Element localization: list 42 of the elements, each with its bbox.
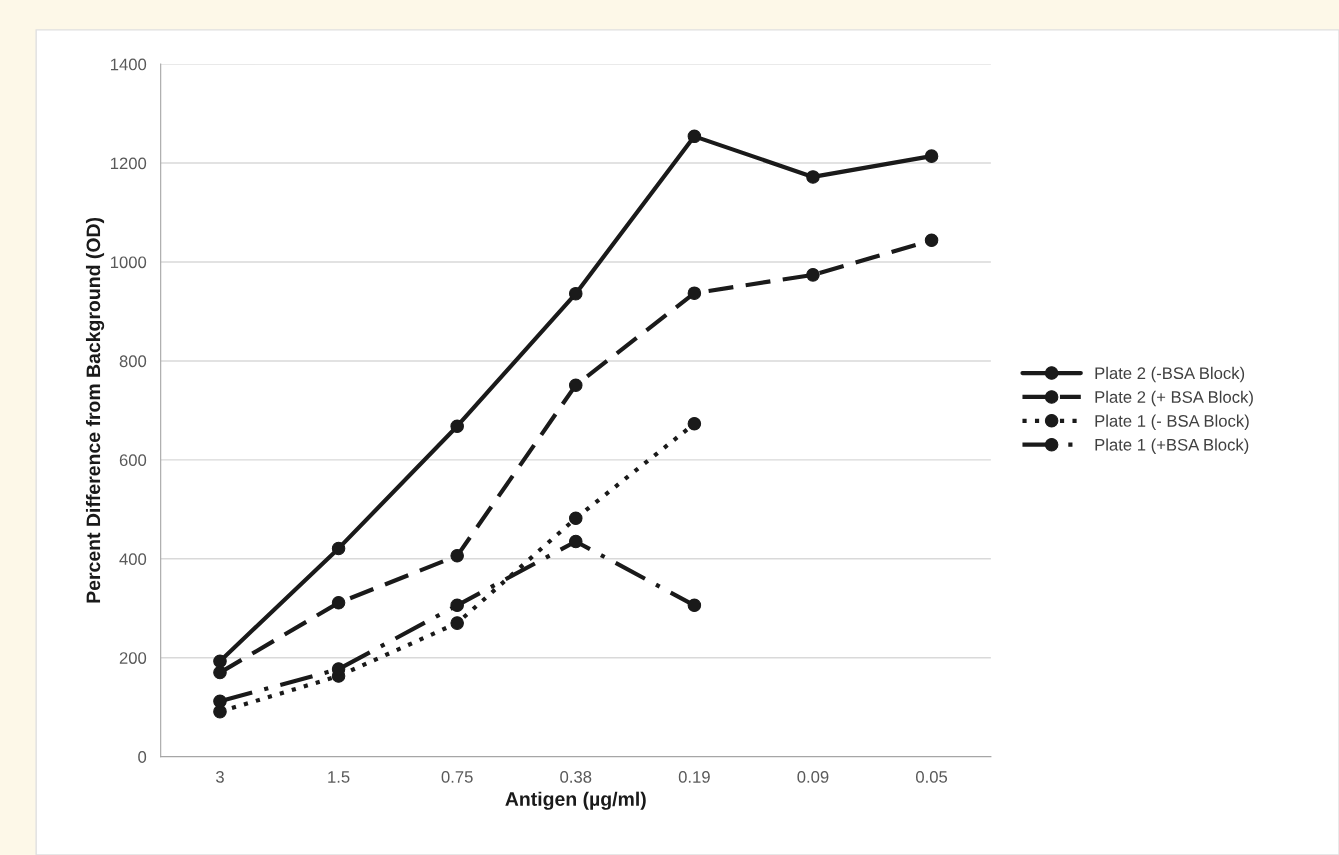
y-tick-label: 1400 (110, 58, 147, 71)
point (331, 541, 346, 556)
point (569, 378, 583, 392)
y-tick-label: 200 (119, 652, 147, 664)
point (213, 654, 227, 668)
x-tick-label: 0.38 (560, 771, 592, 783)
x-tick-label: 0.09 (797, 771, 829, 783)
legend-label: Plate 1 (- BSA Block) (1095, 414, 1249, 431)
y-tick-label: 600 (119, 454, 147, 467)
x-tick-label: 0.75 (441, 771, 473, 783)
point (924, 149, 939, 163)
point (687, 416, 702, 431)
x-axis-title: Antigen (µg/ml) (505, 791, 646, 810)
point (450, 419, 464, 433)
y-tick-label: 0 (138, 751, 147, 763)
point (806, 268, 820, 282)
point (924, 233, 939, 247)
point (213, 665, 227, 680)
legend-label: Plate 2 (+ BSA Block) (1095, 390, 1253, 407)
point (450, 616, 464, 630)
y-axis-title: Percent Difference from Background (OD) (85, 217, 105, 603)
point (331, 596, 346, 610)
y-tick-label: 1000 (110, 256, 147, 269)
x-tick-label: 0.19 (678, 771, 710, 783)
y-tick-label: 1200 (110, 157, 147, 170)
y-tick-label: 400 (119, 553, 147, 566)
x-tick-label: 0.05 (915, 771, 948, 783)
legend-label: Plate 1 (+BSA Block) (1095, 438, 1249, 454)
legend-label: Plate 2 (-BSA Block) (1095, 366, 1245, 383)
point (687, 129, 702, 144)
y-tick-label: 800 (119, 355, 147, 368)
x-tick-label: 1.5 (328, 771, 350, 783)
point (569, 286, 583, 301)
point (569, 534, 583, 549)
point (569, 511, 583, 526)
point (687, 286, 702, 300)
point (450, 549, 464, 563)
point (687, 598, 702, 613)
point (213, 694, 227, 709)
point (806, 170, 820, 184)
x-tick-label: 3 (215, 771, 224, 783)
point (450, 598, 464, 613)
